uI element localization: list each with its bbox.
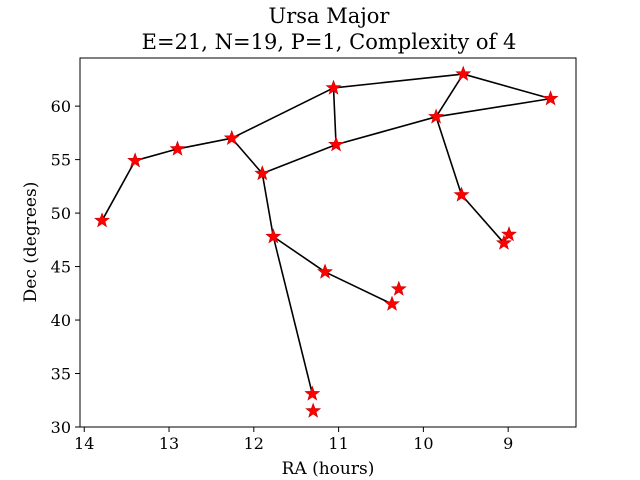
star-marker-13 xyxy=(265,228,282,244)
y-tick-label: 40 xyxy=(51,311,71,330)
constellation-edge-13 xyxy=(460,194,505,244)
constellation-edge-5 xyxy=(332,87,337,145)
star-markers xyxy=(94,65,559,418)
constellation-edge-8 xyxy=(435,73,464,118)
x-tick-label: 11 xyxy=(328,434,348,453)
chart-title-line2: E=21, N=19, P=1, Complexity of 4 xyxy=(142,30,517,54)
star-marker-5 xyxy=(325,79,342,95)
y-tick-label: 35 xyxy=(51,365,71,384)
star-marker-0 xyxy=(94,212,111,228)
constellation-edge-7 xyxy=(335,116,437,146)
star-marker-14 xyxy=(317,263,334,279)
y-axis-label: Dec (degrees) xyxy=(21,182,41,303)
x-axis-ticks: 14 13 12 11 10 9 xyxy=(74,427,513,453)
y-tick-label: 60 xyxy=(51,97,71,116)
y-tick-label: 45 xyxy=(51,258,71,277)
x-tick-label: 12 xyxy=(244,434,264,453)
star-marker-15 xyxy=(384,295,400,311)
x-tick-label: 14 xyxy=(74,434,94,453)
star-marker-10 xyxy=(453,186,470,202)
constellation-edge-12 xyxy=(435,116,463,196)
star-marker-7 xyxy=(428,108,445,124)
x-tick-label: 9 xyxy=(503,434,513,453)
constellation-edge-15 xyxy=(272,235,326,273)
star-marker-9 xyxy=(542,90,559,106)
star-marker-3 xyxy=(223,129,240,145)
star-marker-4 xyxy=(254,165,271,181)
star-marker-8 xyxy=(455,65,472,81)
constellation-edge-2 xyxy=(177,137,232,150)
chart-title-line1: Ursa Major xyxy=(269,4,391,28)
constellation-edge-16 xyxy=(324,271,393,305)
constellation-edge-6 xyxy=(261,143,337,175)
constellation-edge-0 xyxy=(101,160,136,221)
y-tick-label: 50 xyxy=(51,204,71,223)
star-marker-6 xyxy=(328,136,345,152)
constellation-edge-10 xyxy=(463,73,551,100)
x-axis-label: RA (hours) xyxy=(282,459,375,479)
constellation-edge-4 xyxy=(231,87,334,139)
y-tick-label: 30 xyxy=(51,418,71,437)
constellation-edge-11 xyxy=(435,97,551,118)
star-marker-11 xyxy=(495,234,512,250)
plot-frame xyxy=(79,57,577,428)
constellation-edge-9 xyxy=(333,73,464,89)
star-marker-18 xyxy=(305,402,322,418)
y-tick-label: 55 xyxy=(51,151,71,170)
x-tick-label: 13 xyxy=(159,434,179,453)
constellation-edge-14 xyxy=(261,173,275,237)
constellation-edge-17 xyxy=(272,236,314,395)
constellation-lines xyxy=(101,73,551,395)
x-tick-label: 10 xyxy=(413,434,433,453)
constellation-edge-3 xyxy=(231,137,263,175)
star-marker-16 xyxy=(390,280,407,296)
star-marker-12 xyxy=(501,226,517,242)
y-axis-ticks: 30 35 40 45 50 55 60 xyxy=(51,97,80,437)
star-marker-1 xyxy=(127,152,144,168)
star-marker-2 xyxy=(169,140,186,156)
star-marker-17 xyxy=(304,385,321,401)
